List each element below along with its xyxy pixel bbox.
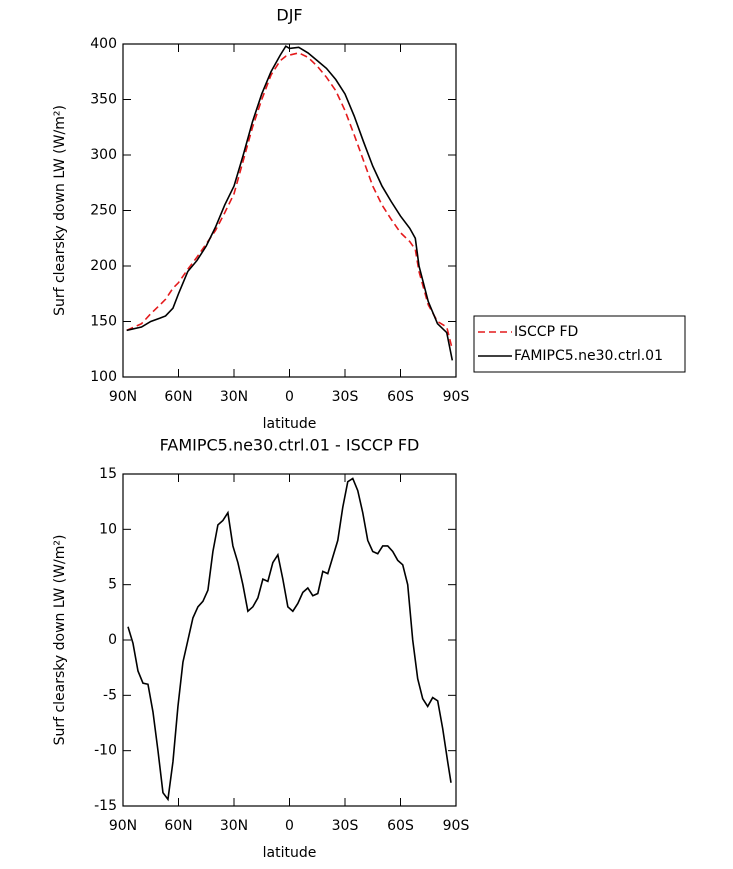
- x-axis-label: latitude: [263, 845, 317, 861]
- x-tick-label: 0: [285, 389, 294, 405]
- x-tick-label: 30S: [332, 818, 359, 834]
- data-line: [126, 52, 454, 350]
- x-tick-label: 30N: [220, 818, 248, 834]
- legend-box: [473, 315, 686, 373]
- y-tick-label: 200: [90, 258, 117, 274]
- x-tick-label: 60S: [387, 389, 414, 405]
- y-tick-label: 150: [90, 314, 117, 330]
- x-tick-label: 90N: [109, 818, 137, 834]
- x-tick-label: 90N: [109, 389, 137, 405]
- y-tick-label: 300: [90, 147, 117, 163]
- y-tick-label: 5: [108, 577, 117, 593]
- x-axis-label: latitude: [263, 416, 317, 432]
- data-line: [126, 45, 454, 361]
- x-tick-label: 30S: [332, 389, 359, 405]
- legend-label: ISCCP FD: [514, 324, 578, 340]
- x-tick-label: 90S: [443, 818, 470, 834]
- y-tick-label: 100: [90, 369, 117, 385]
- plot-frame: [122, 43, 457, 378]
- y-tick-label: -10: [94, 743, 117, 759]
- y-tick-label: 350: [90, 92, 117, 108]
- x-tick-label: 60N: [164, 389, 192, 405]
- x-tick-label: 60N: [164, 818, 192, 834]
- chart-title: DJF: [276, 6, 302, 25]
- legend-label: FAMIPC5.ne30.ctrl.01: [514, 348, 663, 364]
- x-tick-label: 0: [285, 818, 294, 834]
- y-tick-label: 250: [90, 203, 117, 219]
- y-tick-label: -5: [103, 687, 117, 703]
- data-line: [127, 477, 452, 802]
- x-tick-label: 60S: [387, 818, 414, 834]
- x-tick-label: 30N: [220, 389, 248, 405]
- y-tick-label: 15: [99, 466, 117, 482]
- y-axis-label: Surf clearsky down LW (W/m²): [52, 105, 68, 316]
- x-tick-label: 90S: [443, 389, 470, 405]
- y-axis-label: Surf clearsky down LW (W/m²): [52, 535, 68, 746]
- y-tick-label: 10: [99, 521, 117, 537]
- chart-title: FAMIPC5.ne30.ctrl.01 - ISCCP FD: [160, 436, 420, 455]
- y-tick-label: 400: [90, 36, 117, 52]
- y-tick-label: 0: [108, 632, 117, 648]
- y-tick-label: -15: [94, 798, 117, 814]
